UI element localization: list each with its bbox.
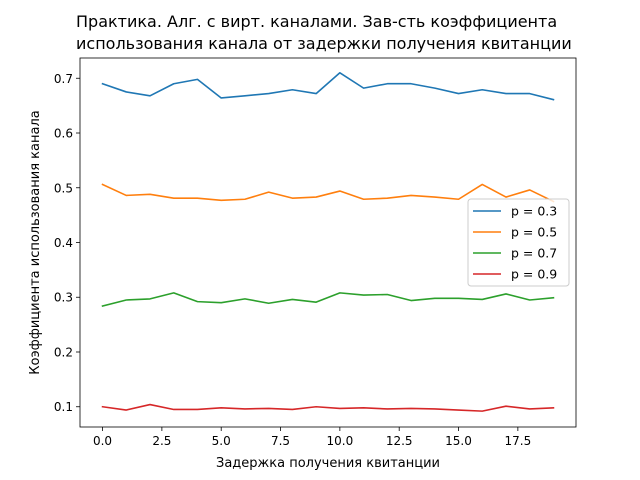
legend: p = 0.3 p = 0.5 p = 0.7 p = 0.9: [467, 198, 570, 287]
legend-entry-2: p = 0.5: [511, 225, 557, 240]
y-tick-label: 0.2: [54, 345, 73, 359]
legend-entry-3: p = 0.7: [511, 246, 557, 261]
series-line-1: [101, 71, 555, 101]
x-tick-label: 12.5: [386, 434, 413, 448]
x-tick-label: 15.0: [445, 434, 472, 448]
y-tick-label: 0.1: [54, 400, 73, 414]
x-tick-label: 17.5: [504, 434, 531, 448]
x-tick-label: 0.0: [93, 434, 112, 448]
x-tick-label: 2.5: [152, 434, 171, 448]
x-tick-label: 10.0: [327, 434, 354, 448]
y-tick-label: 0.5: [54, 181, 73, 195]
x-axis-label: Задержка получения квитанции: [216, 456, 440, 471]
series-line-4: [101, 403, 555, 412]
x-axis-ticks: 0.0 2.5 5.0 7.5 10.0 12.5 15.0 17.5: [93, 427, 531, 448]
series-line-2: [101, 183, 555, 203]
y-tick-label: 0.6: [54, 127, 73, 141]
y-axis-ticks: 0.1 0.2 0.3 0.4 0.5 0.6 0.7: [54, 72, 80, 414]
y-tick-label: 0.3: [54, 291, 73, 305]
x-tick-label: 5.0: [212, 434, 231, 448]
legend-entry-1: p = 0.3: [511, 204, 557, 219]
y-tick-label: 0.4: [54, 236, 73, 250]
series-line-3: [101, 292, 555, 307]
legend-entry-4: p = 0.9: [511, 267, 557, 282]
y-axis-label: Коэффициента использования канала: [28, 110, 43, 374]
x-tick-label: 7.5: [271, 434, 290, 448]
chart-title: Практика. Алг. с вирт. каналами. Зав-сть…: [76, 12, 572, 53]
y-tick-label: 0.7: [54, 72, 73, 86]
legend-box: [467, 198, 570, 287]
series-layer: [101, 71, 555, 412]
